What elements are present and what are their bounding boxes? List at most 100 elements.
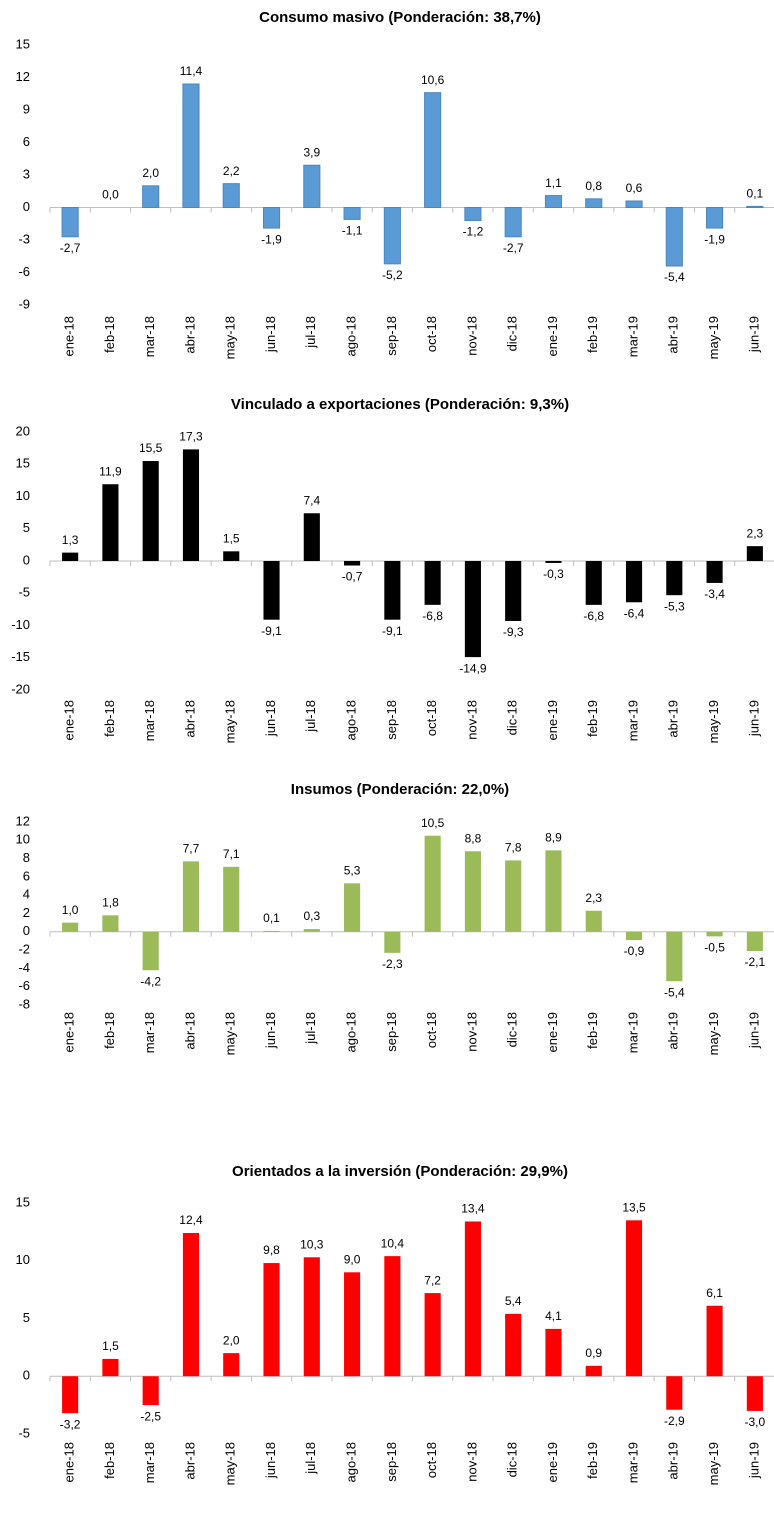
x-tick-label: abr-18 bbox=[182, 1442, 197, 1480]
y-tick-label: 12 bbox=[16, 69, 30, 84]
value-label: 2,0 bbox=[223, 1333, 240, 1347]
bar bbox=[62, 922, 79, 932]
value-label: 5,3 bbox=[344, 863, 361, 877]
bar bbox=[142, 931, 159, 971]
y-tick-label: -6 bbox=[18, 978, 30, 993]
bar bbox=[263, 561, 280, 620]
bar bbox=[464, 851, 481, 932]
value-label: 0,0 bbox=[102, 188, 119, 202]
x-tick-label: dic-18 bbox=[505, 1442, 520, 1477]
bar bbox=[545, 850, 562, 932]
value-label: 2,3 bbox=[747, 526, 764, 540]
y-tick-label: -15 bbox=[11, 649, 30, 664]
value-label: -3,4 bbox=[704, 587, 725, 601]
value-label: 3,9 bbox=[303, 145, 320, 159]
bar bbox=[102, 484, 119, 561]
value-label: 2,3 bbox=[585, 891, 602, 905]
y-tick-label: 2 bbox=[23, 905, 30, 920]
bar bbox=[665, 207, 683, 267]
bar bbox=[706, 1305, 723, 1377]
bar bbox=[102, 1358, 119, 1377]
x-tick-label: ago-18 bbox=[344, 1442, 359, 1482]
x-tick-label: jun-18 bbox=[263, 1012, 278, 1049]
chart-title: Orientados a la inversión (Ponderación: … bbox=[232, 1163, 568, 1180]
value-label: 10,6 bbox=[421, 73, 445, 87]
x-tick-label: oct-18 bbox=[424, 1442, 439, 1478]
bar bbox=[666, 1376, 683, 1410]
bar bbox=[625, 931, 643, 941]
value-label: 9,0 bbox=[344, 1252, 361, 1266]
value-label: -2,1 bbox=[745, 955, 766, 969]
bar bbox=[142, 461, 159, 561]
x-tick-label: oct-18 bbox=[424, 1012, 439, 1048]
bar bbox=[424, 92, 442, 208]
x-tick-label: may-19 bbox=[706, 1012, 721, 1055]
value-label: 7,1 bbox=[223, 847, 240, 861]
value-label: -1,2 bbox=[463, 225, 484, 239]
y-tick-label: -6 bbox=[18, 264, 30, 279]
bar bbox=[424, 561, 441, 605]
x-tick-label: abr-19 bbox=[666, 1442, 681, 1480]
x-tick-label: mar-18 bbox=[142, 316, 157, 357]
value-label: 0,9 bbox=[585, 1346, 602, 1360]
y-tick-label: 5 bbox=[23, 1310, 30, 1325]
y-tick-label: 15 bbox=[16, 1194, 30, 1209]
y-tick-label: 8 bbox=[23, 850, 30, 865]
chart-title: Consumo masivo (Ponderación: 38,7%) bbox=[259, 9, 541, 26]
bar bbox=[625, 200, 643, 208]
value-label: 0,1 bbox=[263, 911, 280, 925]
bar bbox=[545, 1328, 562, 1377]
x-tick-label: sep-18 bbox=[384, 1012, 399, 1052]
bar bbox=[303, 1257, 320, 1377]
value-label: -3,0 bbox=[745, 1415, 766, 1429]
x-tick-label: feb-19 bbox=[585, 700, 600, 737]
chart-title: Vinculado a exportaciones (Ponderación: … bbox=[231, 396, 569, 413]
value-label: 7,8 bbox=[505, 841, 522, 855]
value-label: -5,4 bbox=[664, 270, 685, 284]
value-label: 1,5 bbox=[223, 531, 240, 545]
bar bbox=[464, 1221, 481, 1377]
bar bbox=[62, 552, 79, 561]
x-tick-label: abr-19 bbox=[666, 700, 681, 738]
x-tick-label: jun-19 bbox=[746, 700, 761, 737]
value-label: 12,4 bbox=[179, 1213, 203, 1227]
bar bbox=[666, 931, 683, 982]
value-label: 10,5 bbox=[421, 816, 445, 830]
bar bbox=[384, 931, 401, 953]
bar bbox=[344, 561, 361, 566]
value-label: 8,9 bbox=[545, 831, 562, 845]
x-tick-label: nov-18 bbox=[464, 316, 479, 356]
y-tick-label: 0 bbox=[23, 552, 30, 567]
x-tick-label: may-19 bbox=[706, 700, 721, 743]
x-tick-label: oct-18 bbox=[424, 316, 439, 352]
y-tick-label: 3 bbox=[23, 166, 30, 181]
x-tick-label: jun-18 bbox=[263, 316, 278, 353]
bar bbox=[746, 1376, 763, 1411]
y-tick-label: 15 bbox=[16, 456, 30, 471]
bar bbox=[384, 561, 401, 620]
bar bbox=[263, 1263, 280, 1377]
x-tick-label: mar-19 bbox=[625, 700, 640, 741]
bar bbox=[102, 915, 119, 932]
bar bbox=[223, 551, 240, 561]
y-tick-label: 6 bbox=[23, 868, 30, 883]
y-tick-label: 0 bbox=[23, 1368, 30, 1383]
bar bbox=[303, 929, 320, 932]
value-label: -5,4 bbox=[664, 985, 685, 999]
value-label: -3,2 bbox=[60, 1417, 81, 1431]
bar bbox=[464, 207, 482, 221]
x-tick-label: ene-19 bbox=[545, 700, 560, 740]
value-label: 1,8 bbox=[102, 896, 119, 910]
bar bbox=[263, 930, 280, 932]
x-tick-label: feb-19 bbox=[585, 1442, 600, 1479]
y-tick-label: -3 bbox=[18, 231, 30, 246]
bar bbox=[585, 198, 603, 208]
x-tick-label: mar-18 bbox=[142, 1442, 157, 1483]
y-tick-label: -2 bbox=[18, 942, 30, 957]
value-label: 2,0 bbox=[142, 166, 159, 180]
y-tick-label: 6 bbox=[23, 134, 30, 149]
x-tick-label: ago-18 bbox=[344, 700, 359, 740]
x-tick-label: ene-19 bbox=[545, 1442, 560, 1482]
bar bbox=[344, 1272, 361, 1377]
